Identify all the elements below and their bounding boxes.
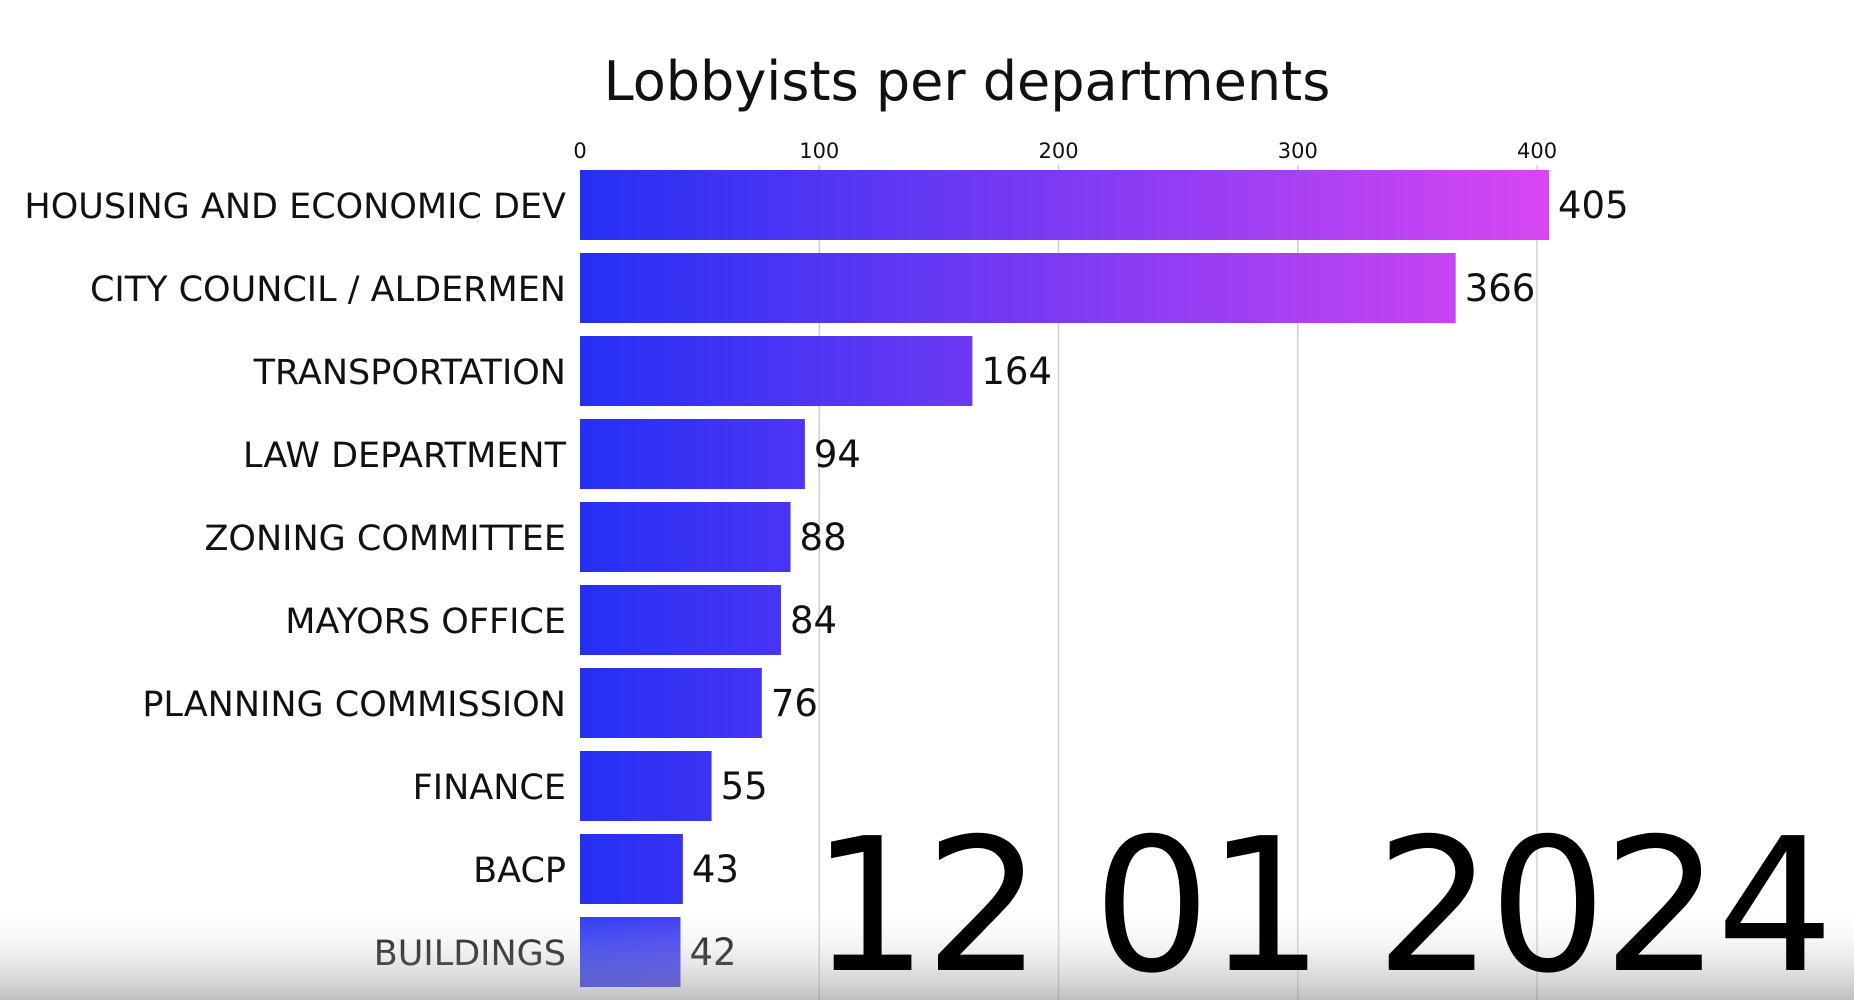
x-axis-ticks: 0 100 200 300 400 bbox=[573, 139, 1557, 163]
chart-title: Lobbyists per departments bbox=[604, 50, 1331, 113]
x-tick-label: 200 bbox=[1038, 139, 1078, 163]
x-tick-label: 300 bbox=[1278, 139, 1318, 163]
category-label: HOUSING AND ECONOMIC DEV bbox=[24, 187, 566, 227]
bar bbox=[580, 585, 781, 655]
date-stamp: 12 01 2024 bbox=[811, 798, 1830, 1000]
value-label: 76 bbox=[771, 682, 818, 725]
bar bbox=[580, 253, 1456, 323]
value-label: 55 bbox=[721, 765, 768, 808]
x-tick-label: 400 bbox=[1517, 139, 1557, 163]
value-label: 84 bbox=[790, 599, 837, 642]
value-label: 94 bbox=[814, 433, 861, 476]
category-label: FINANCE bbox=[413, 768, 566, 808]
value-label: 43 bbox=[692, 848, 739, 891]
x-tick-label: 0 bbox=[573, 139, 586, 163]
bar bbox=[580, 419, 805, 489]
bars bbox=[580, 170, 1549, 987]
category-label: CITY COUNCIL / ALDERMEN bbox=[90, 270, 566, 310]
value-labels: 40536616494888476554342 bbox=[689, 184, 1628, 974]
value-label: 164 bbox=[981, 350, 1052, 393]
bar bbox=[580, 668, 762, 738]
category-labels: HOUSING AND ECONOMIC DEV CITY COUNCIL / A… bbox=[24, 187, 566, 974]
category-label: TRANSPORTATION bbox=[253, 353, 566, 393]
bottom-shadow bbox=[0, 905, 1854, 1000]
value-label: 405 bbox=[1558, 184, 1629, 227]
bar bbox=[580, 502, 791, 572]
category-label: PLANNING COMMISSION bbox=[142, 685, 566, 725]
value-label: 88 bbox=[800, 516, 847, 559]
value-label: 366 bbox=[1465, 267, 1536, 310]
bar bbox=[580, 751, 712, 821]
category-label: MAYORS OFFICE bbox=[285, 602, 566, 642]
bar bbox=[580, 336, 973, 406]
bar bbox=[580, 834, 683, 904]
category-label: BACP bbox=[473, 851, 566, 891]
bar bbox=[580, 170, 1549, 240]
category-label: ZONING COMMITTEE bbox=[204, 519, 566, 559]
category-label: LAW DEPARTMENT bbox=[243, 436, 567, 476]
x-tick-label: 100 bbox=[799, 139, 839, 163]
